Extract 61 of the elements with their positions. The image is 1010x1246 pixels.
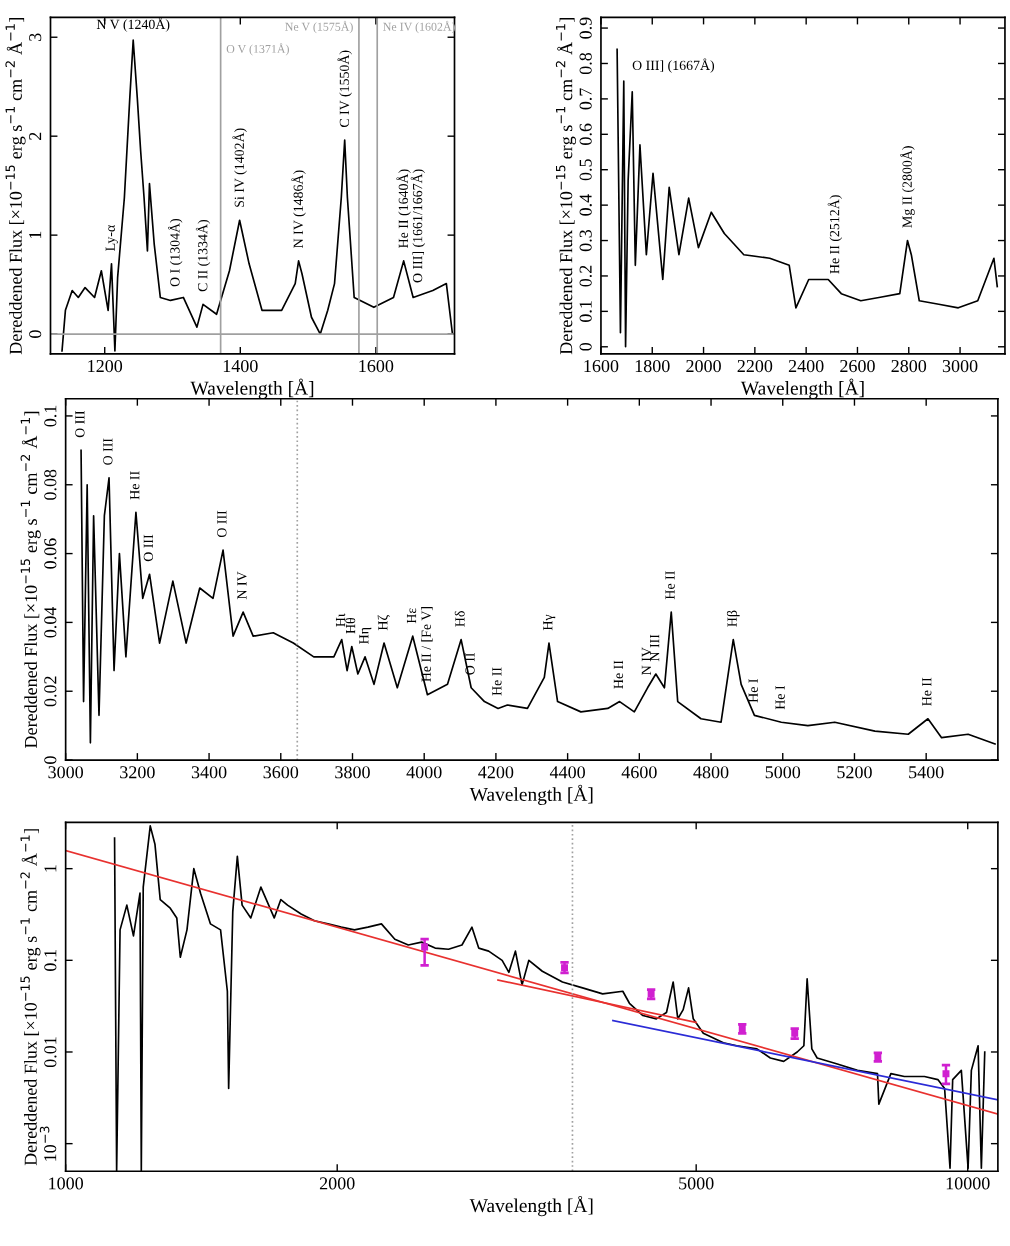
y-tick-label: 0.1 (44, 405, 57, 427)
x-tick-label: 2400 (788, 359, 824, 373)
x-axis-title: Wavelength [Å] (190, 378, 314, 399)
x-tick-label: 5400 (909, 766, 944, 779)
x-tick-label: 2200 (737, 359, 773, 373)
y-tick-label: 0 (29, 330, 42, 338)
x-axis-title: Wavelength [Å] (469, 784, 593, 805)
x-tick-label: 5200 (837, 766, 872, 779)
y-tick-label: 1 (44, 865, 57, 872)
y-tick-label: 10$^{−3}$ (39, 1126, 57, 1161)
x-tick-label: 5000 (765, 766, 801, 779)
x-tick-label: 3400 (191, 766, 227, 779)
y-tick-label: 0.1 (579, 301, 592, 322)
y-tick-label: 0.04 (44, 606, 57, 638)
y-tick-label: 0 (579, 342, 592, 351)
y-tick-label: 2 (29, 132, 42, 140)
x-tick-label: 2000 (319, 1177, 355, 1190)
x-tick-label: 1800 (635, 359, 670, 373)
x-tick-label: 2800 (891, 359, 927, 373)
x-tick-label: 10000 (946, 1177, 990, 1190)
y-tick-label: 0.02 (44, 676, 57, 707)
x-tick-label: 3200 (120, 766, 155, 779)
x-tick-label: 3600 (263, 766, 299, 779)
y-tick-label: 0.9 (579, 17, 592, 39)
y-tick-label: 0.01 (44, 1037, 57, 1068)
x-tick-label: 4800 (693, 766, 729, 779)
y-tick-label: 0.2 (579, 265, 592, 287)
y-tick-label: 0 (44, 756, 57, 764)
y-tick-label: 0.1 (44, 950, 57, 971)
x-axis-title: Wavelength [Å] (469, 1195, 593, 1217)
y-tick-label: 3 (29, 33, 42, 41)
x-tick-label: 1600 (359, 359, 394, 373)
text: Dereddened Flux [×10$^{−15}$ erg s$^{−1}$ cm$^{−2}$ Å$^{−1}$] (20, 829, 41, 1166)
y-tick-label: 0.08 (44, 469, 57, 500)
y-tick-label: 1 (29, 231, 42, 239)
x-tick-label: 4000 (406, 766, 442, 779)
x-tick-label: 1000 (49, 1177, 84, 1190)
y-tick-label: 0.8 (579, 52, 592, 75)
y-tick-label: 0.4 (579, 194, 592, 216)
x-axis-title: Wavelength [Å] (740, 378, 864, 399)
y-tick-label: 0.5 (579, 159, 592, 181)
x-tick-label: 1400 (223, 359, 258, 373)
text: Dereddened Flux [×10$^{−15}$ erg s$^{−1}$ cm$^{−2}$ Å$^{−1}$] (5, 18, 26, 355)
line-series (616, 48, 999, 348)
x-tick-label: 1600 (584, 359, 619, 373)
x-tick-label: 1200 (88, 359, 123, 373)
x-tick-label: 3800 (335, 766, 370, 779)
x-tick-label: 3000 (942, 359, 978, 373)
x-tick-label: 2600 (840, 359, 875, 373)
y-tick-label: 0.3 (579, 229, 592, 252)
x-tick-label: 4600 (621, 766, 657, 779)
x-tick-label: 4200 (478, 766, 514, 779)
x-tick-label: 5000 (679, 1177, 714, 1190)
text: Dereddened Flux [×10$^{−15}$ erg s$^{−1}$ cm$^{−2}$ Å$^{−1}$] (20, 411, 41, 748)
x-tick-label: 3000 (48, 766, 84, 779)
x-tick-label: 4400 (549, 766, 585, 779)
y-tick-label: 0.6 (579, 123, 592, 145)
x-tick-label: 2000 (686, 359, 721, 373)
text: Dereddened Flux [×10$^{−15}$ erg s$^{−1}$ cm$^{−2}$ Å$^{−1}$] (555, 18, 577, 355)
y-tick-label: 0.06 (44, 538, 57, 569)
y-tick-label: 0.7 (579, 88, 592, 110)
